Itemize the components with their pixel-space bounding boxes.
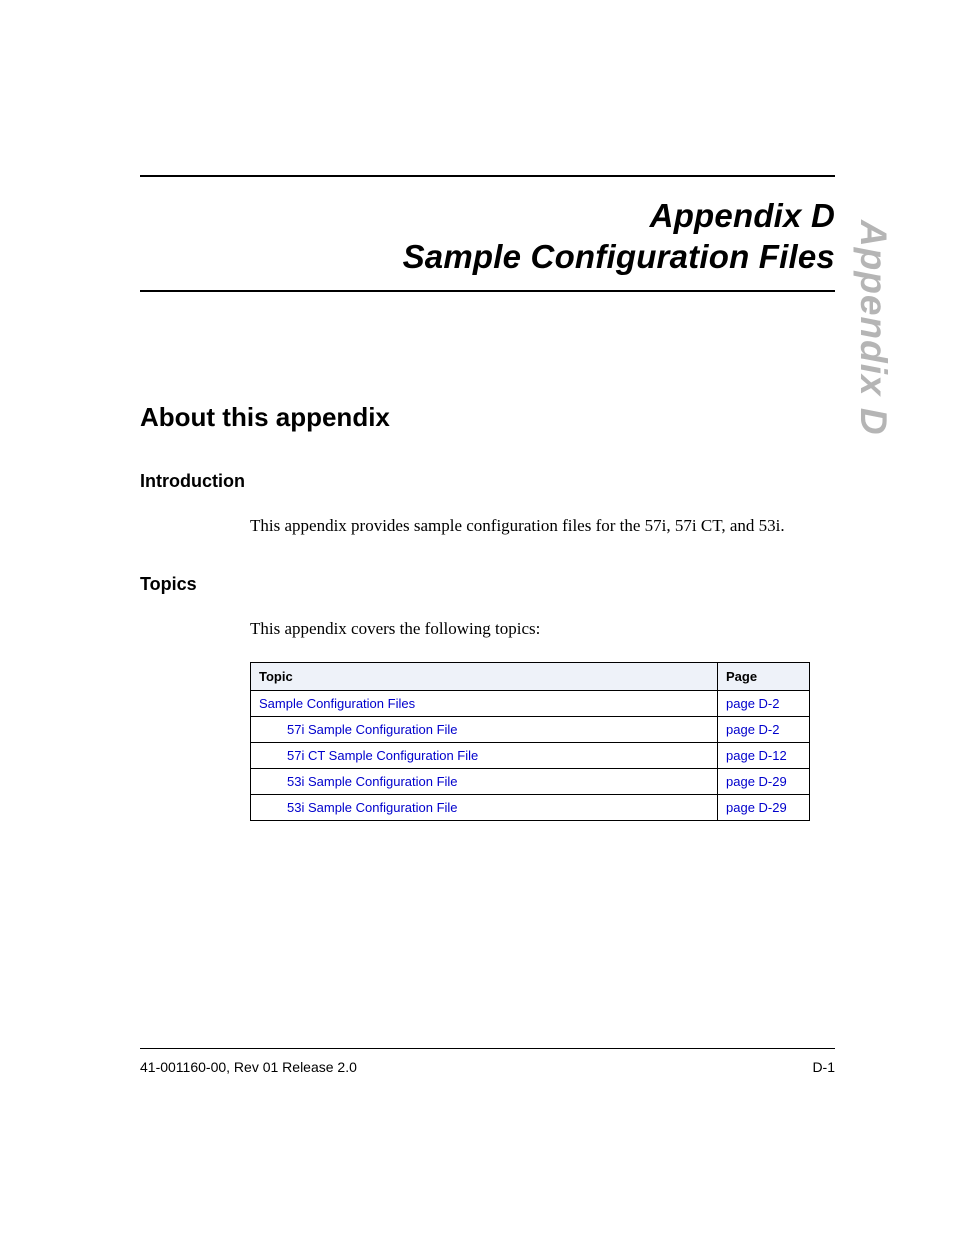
- topics-table: Topic Page Sample Configuration Files pa…: [250, 662, 810, 821]
- appendix-title: Appendix D Sample Configuration Files: [140, 195, 835, 278]
- page-link[interactable]: page D-2: [726, 722, 779, 737]
- title-line2: Sample Configuration Files: [403, 238, 835, 275]
- page: Appendix D Appendix D Sample Configurati…: [0, 0, 954, 1235]
- col-page: Page: [718, 662, 810, 690]
- topic-link[interactable]: 53i Sample Configuration File: [287, 800, 458, 815]
- top-rule: [140, 175, 835, 177]
- page-link[interactable]: page D-29: [726, 774, 787, 789]
- side-tab-label: Appendix D: [852, 220, 894, 436]
- footer-left: 41-001160-00, Rev 01 Release 2.0: [140, 1059, 357, 1075]
- topics-block: This appendix covers the following topic…: [250, 617, 835, 821]
- page-link[interactable]: page D-29: [726, 800, 787, 815]
- footer: 41-001160-00, Rev 01 Release 2.0 D-1: [140, 1048, 835, 1075]
- page-link[interactable]: page D-2: [726, 696, 779, 711]
- table-row: 53i Sample Configuration File page D-29: [251, 794, 810, 820]
- topics-heading: Topics: [140, 574, 835, 595]
- topic-link[interactable]: Sample Configuration Files: [259, 696, 415, 711]
- page-link[interactable]: page D-12: [726, 748, 787, 763]
- footer-right: D-1: [812, 1059, 835, 1075]
- table-row: 57i CT Sample Configuration File page D-…: [251, 742, 810, 768]
- title-line1: Appendix D: [650, 197, 835, 234]
- intro-heading: Introduction: [140, 471, 835, 492]
- content-area: Appendix D Sample Configuration Files Ab…: [140, 175, 835, 821]
- table-row: 53i Sample Configuration File page D-29: [251, 768, 810, 794]
- topic-link[interactable]: 57i Sample Configuration File: [287, 722, 458, 737]
- topics-text: This appendix covers the following topic…: [250, 617, 835, 642]
- mid-rule: [140, 290, 835, 292]
- topic-link[interactable]: 53i Sample Configuration File: [287, 774, 458, 789]
- col-topic: Topic: [251, 662, 718, 690]
- intro-text: This appendix provides sample configurat…: [250, 514, 835, 539]
- section-heading: About this appendix: [140, 402, 835, 433]
- table-header-row: Topic Page: [251, 662, 810, 690]
- intro-block: This appendix provides sample configurat…: [250, 514, 835, 539]
- table-row: Sample Configuration Files page D-2: [251, 690, 810, 716]
- topic-link[interactable]: 57i CT Sample Configuration File: [287, 748, 478, 763]
- table-row: 57i Sample Configuration File page D-2: [251, 716, 810, 742]
